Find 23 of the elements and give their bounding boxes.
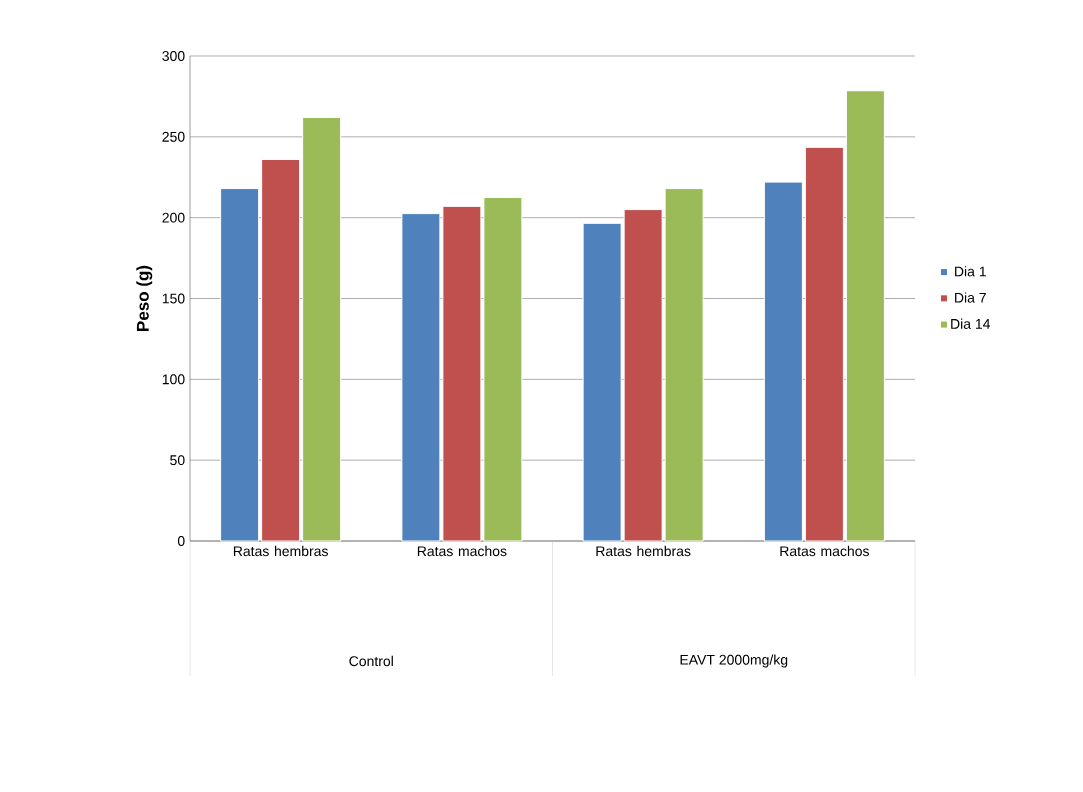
bar bbox=[845, 90, 885, 542]
y-tick-label: 300 bbox=[162, 51, 185, 61]
bar bbox=[804, 146, 844, 542]
x-tick-label: Ratas machos bbox=[780, 545, 869, 557]
bar bbox=[302, 116, 342, 542]
y-tick-label: 200 bbox=[162, 212, 185, 223]
legend-label: Dia 14 bbox=[951, 318, 991, 329]
bar bbox=[220, 188, 260, 542]
text: EAVT 2000mg/kg bbox=[680, 654, 788, 668]
text: Control bbox=[349, 655, 393, 667]
bar bbox=[261, 158, 301, 542]
y-axis-title: Peso (g) bbox=[136, 265, 153, 331]
legend-label: Dia 1 bbox=[955, 266, 986, 277]
y-tick-label: 150 bbox=[162, 293, 185, 304]
y-tick-label: 50 bbox=[170, 455, 185, 466]
bar bbox=[763, 181, 803, 542]
y-tick-label: 100 bbox=[162, 374, 185, 385]
x-tick-label: Ratas hembras bbox=[596, 545, 691, 557]
legend-label: Dia 7 bbox=[955, 292, 986, 303]
y-tick-label: 250 bbox=[162, 131, 185, 142]
x-tick-label: Ratas hembras bbox=[233, 545, 328, 557]
y-tick-label: 0 bbox=[177, 536, 185, 546]
x-tick-label: Ratas machos bbox=[417, 545, 507, 557]
